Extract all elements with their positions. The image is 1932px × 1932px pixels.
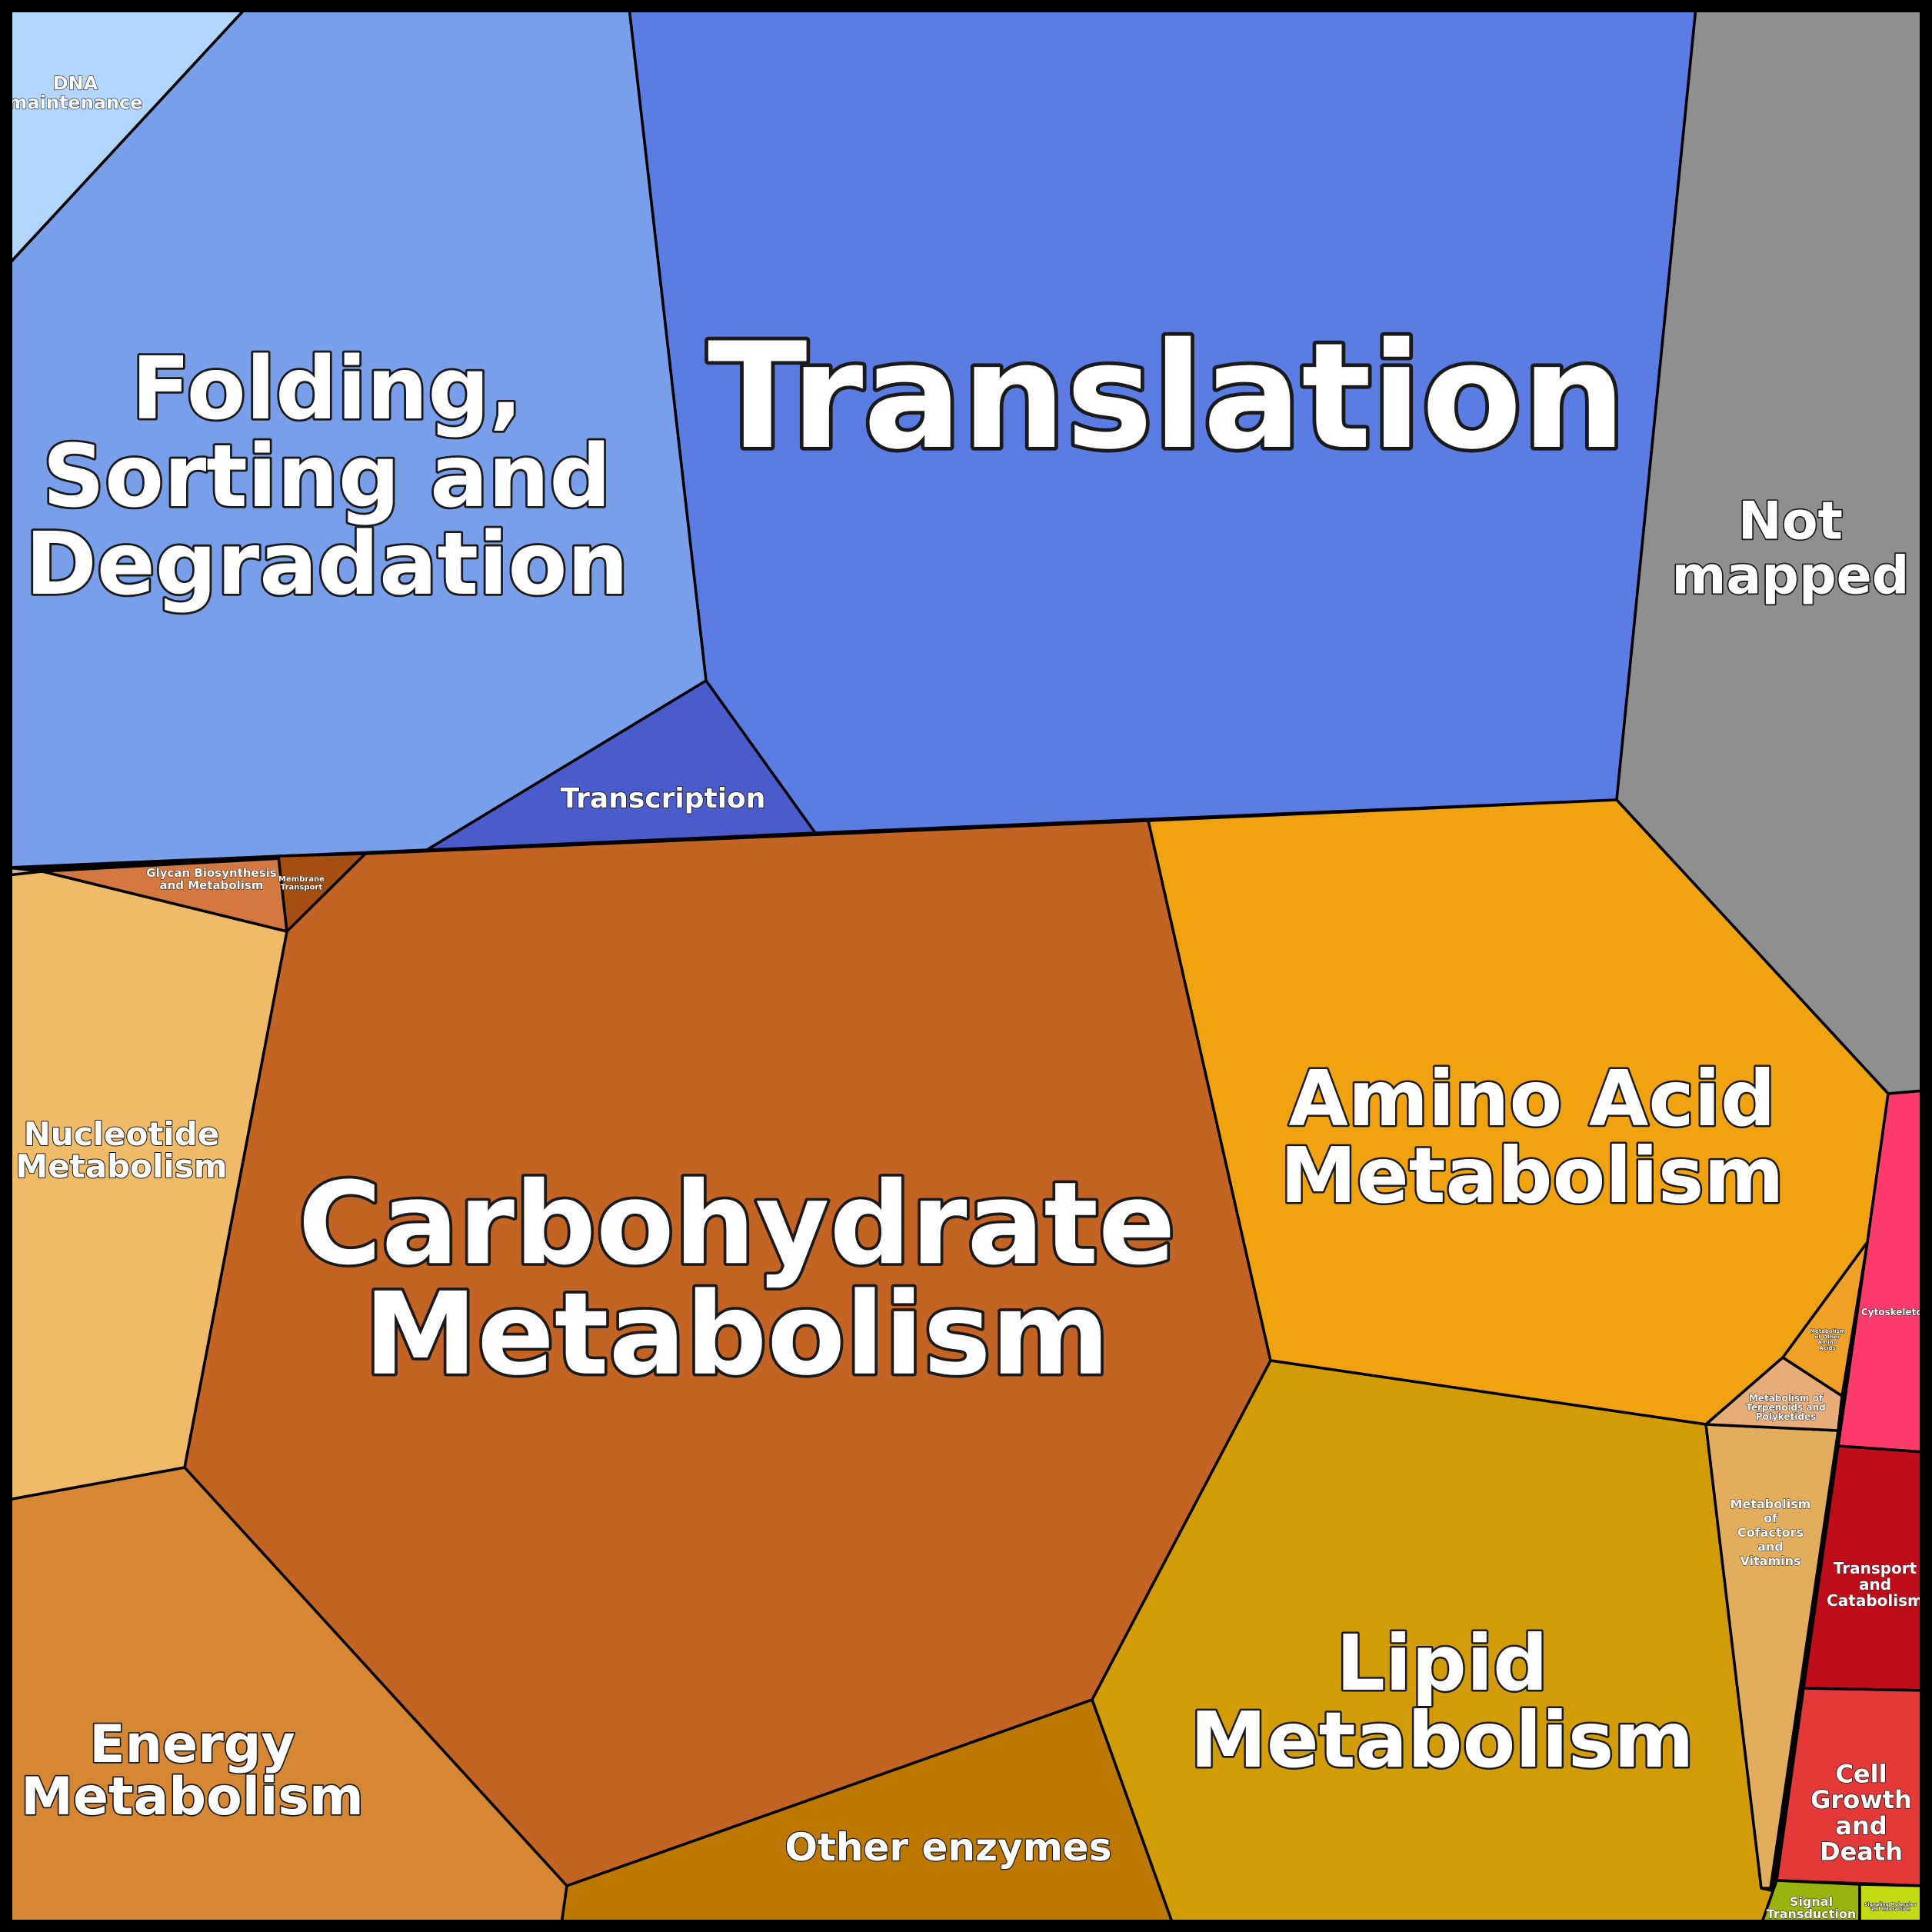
cell-membrane-transport [277,852,367,933]
label-dna-maintenance: DNA maintenance [8,72,142,113]
label-line: Amino [1818,1340,1837,1346]
label-line: Folding, [132,339,522,439]
label-line: Transport [281,883,322,891]
label-line: Metabolism [15,1148,227,1185]
label-cofactors: Metabolism of Cofactors and Vitamins [1730,1497,1811,1568]
label-line: Carbohydrate [298,1158,1176,1290]
label-energy: Energy Metabolism [21,1714,364,1827]
label-folding: Folding, Sorting and Degradation [25,339,628,615]
label-line: Degradation [25,515,628,615]
label-line: Metabolism [21,1767,364,1827]
label-line: and [1835,1811,1887,1840]
label-line: Not [1738,491,1843,551]
label-line: Amino Acid [1288,1054,1775,1144]
label-line: Transport [1834,1559,1917,1577]
label-amino-acid: Amino Acid Metabolism [1280,1054,1784,1221]
label-line: Signal [1790,1894,1833,1909]
label-line: Signaling Molecules [1864,1902,1917,1907]
label-line: Metabolism [1730,1497,1811,1511]
label-membrane-transport: Membrane Transport [278,874,325,891]
label-line: and Interaction [1870,1907,1910,1912]
label-line: Cell [1835,1760,1887,1789]
label-line: Energy [89,1714,295,1775]
label-line: DNA [53,72,98,94]
label-line: Lipid [1336,1618,1547,1708]
label-line: and [1757,1539,1784,1554]
label-line: Metabolism [364,1268,1110,1401]
label-glycan: Glycan Biosynthesis and Metabolism [146,866,277,892]
label-other-amino: Metabolism of Other Amino Acids [1810,1328,1845,1351]
label-other-enzymes: Other enzymes [785,1825,1112,1870]
label-signal-transduction: Signal Transduction [1767,1894,1857,1921]
cell-other-amino [1781,1241,1869,1397]
label-not-mapped: Not mapped [1672,491,1910,606]
label-line: and [1859,1575,1891,1594]
cell-transcription [425,679,817,851]
label-line: Death [1820,1837,1903,1866]
label-cell-growth: Cell Growth and Death [1810,1760,1912,1867]
label-line: Metabolism [1280,1131,1784,1221]
label-line: Glycan Biosynthesis [146,866,277,880]
label-line: Metabolism [1190,1695,1694,1785]
label-line: Other enzymes [785,1825,1112,1870]
label-line: Polyketides [1756,1411,1817,1422]
label-transport-catabolism: Transport and Catabolism [1827,1559,1924,1610]
label-line: maintenance [8,92,142,114]
label-line: Metabolism of [1749,1393,1824,1404]
label-line: Vitamins [1740,1553,1800,1567]
label-terpenoids: Metabolism of Terpenoids and Polyketides [1746,1393,1825,1422]
label-line: mapped [1672,545,1910,606]
label-line: of [1764,1511,1778,1525]
label-line: Translation [708,311,1626,481]
label-line: Nucleotide [24,1115,220,1153]
label-line: Membrane [278,874,325,883]
label-line: Cofactors [1737,1525,1804,1540]
label-line: Transcription [561,783,766,814]
label-line: Transduction [1767,1907,1857,1921]
label-line: Metabolism [1810,1328,1845,1334]
label-nucleotide: Nucleotide Metabolism [15,1115,227,1185]
label-line: Acids [1819,1345,1835,1351]
label-line: Terpenoids and [1746,1402,1825,1413]
label-line: Catabolism [1827,1591,1924,1610]
label-lipid: Lipid Metabolism [1190,1618,1694,1785]
label-line: of Other [1815,1334,1840,1340]
label-line: Sorting and [42,427,611,527]
treemap-cells [6,6,1926,1926]
label-line: Growth [1810,1785,1912,1814]
label-cytoskeleton: Cytoskeleton [1861,1307,1929,1317]
treemap-labels: Translation Folding, Sorting and Degradatio… [8,72,1930,1921]
label-transcription: Transcription [561,783,766,814]
label-carbohydrate: Carbohydrate Metabolism [298,1158,1176,1401]
label-signaling-molecules: Signaling Molecules and Interaction [1864,1902,1917,1912]
label-line: Cytoskeleton [1861,1307,1929,1317]
label-translation: Translation [708,311,1626,481]
label-line: and Metabolism [159,878,263,892]
